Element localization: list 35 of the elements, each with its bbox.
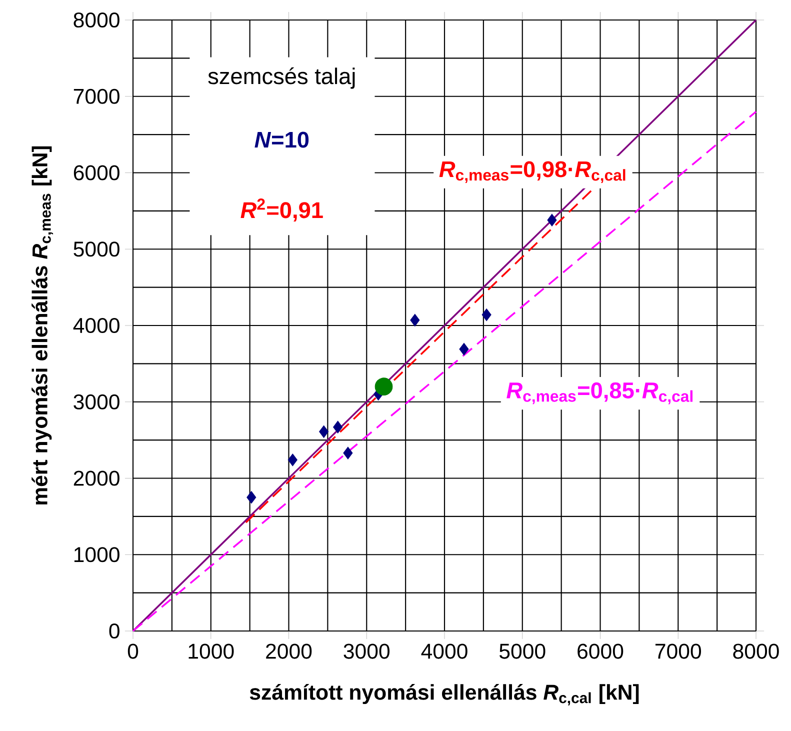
y-tick-label: 1000: [74, 547, 120, 562]
point: [459, 342, 469, 356]
annotation: N=10: [254, 132, 309, 148]
x-tick-label: 3000: [344, 644, 390, 659]
y-tick-label: 6000: [74, 165, 120, 180]
point: [333, 420, 343, 434]
y-tick-label: 0: [109, 623, 120, 639]
annotation: R$_{c,meas}$=0,85·R$_{c,cal}$: [506, 382, 692, 404]
point: [319, 425, 329, 438]
x-tick-label: 2000: [266, 644, 312, 659]
y-tick-label: 3000: [74, 394, 120, 410]
annotation: R$^{2}$=0,91: [240, 198, 323, 222]
x-tick-label: 6000: [578, 644, 624, 659]
x-tick-label: 4000: [421, 644, 468, 659]
y-tick-label: 7000: [74, 88, 120, 104]
point: [410, 314, 420, 326]
y-tick-label: 2000: [74, 470, 120, 486]
y-axis-title: mért nyomási ellenállás R$_{c,meas}$ [kN]: [32, 146, 54, 504]
x-tick-label: 1000: [188, 644, 234, 659]
point: [343, 446, 353, 460]
x-tick-label: 7000: [655, 644, 702, 659]
point: [288, 454, 298, 466]
point: [374, 378, 393, 396]
annotation: szemcsés talaj: [208, 67, 355, 89]
x-axis-title: számított nyomási ellenállás R$_{c,cal}$ [kN]: [250, 684, 639, 706]
x-tick-label: 8000: [733, 644, 779, 659]
x-tick-label: 5000: [500, 644, 546, 659]
y-tick-label: 5000: [74, 242, 120, 257]
y-tick-label: 4000: [73, 318, 120, 334]
point: [246, 491, 256, 504]
annotation: R$_{c,meas}$=0,98·R$_{c,cal}$: [439, 161, 626, 184]
y-tick-label: 8000: [74, 12, 120, 28]
point: [547, 214, 557, 226]
point: [482, 308, 492, 322]
x-tick-label: 0: [128, 644, 138, 659]
